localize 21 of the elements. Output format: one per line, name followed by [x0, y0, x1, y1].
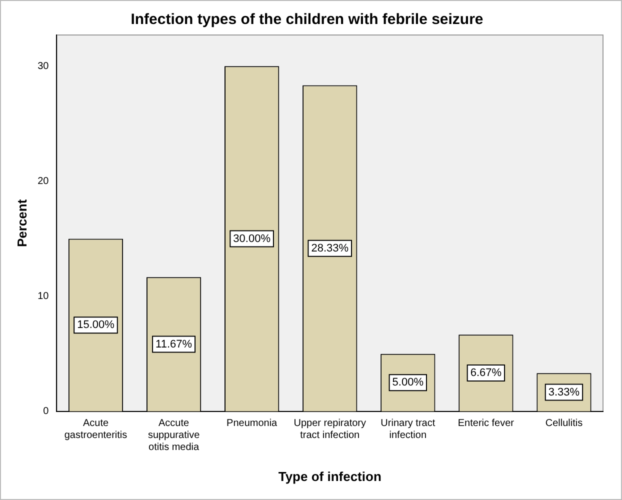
x-tick-label: Urinary tract infection	[380, 418, 436, 442]
data-label: 28.33%	[311, 242, 349, 254]
x-axis-title: Type of infection	[278, 468, 382, 484]
x-tick-label: Enteric fever	[458, 418, 515, 430]
data-label: 6.67%	[470, 367, 502, 380]
y-axis-title: Percent	[14, 198, 30, 248]
y-tick-label: 10	[38, 291, 50, 302]
y-tick-label: 0	[43, 406, 50, 418]
x-tick-label: Acute gastroenteritis	[64, 418, 128, 442]
data-label: 11.67%	[156, 338, 192, 350]
x-tick-label: Upper repiratory tract infection	[294, 418, 366, 442]
x-tick-label: Cellulitis	[545, 418, 583, 430]
data-label: 30.00%	[233, 232, 271, 245]
data-label: 15.00%	[77, 319, 115, 332]
chart-title: Infection types of the children with febrile seizure	[130, 11, 484, 28]
y-tick-label: 20	[38, 176, 50, 187]
x-tick-label: Pneumonia	[226, 418, 278, 430]
y-tick-label: 30	[38, 60, 50, 72]
data-label: 3.33%	[548, 386, 580, 398]
data-label: 5.00%	[392, 376, 424, 389]
x-tick-label: Accute suppurative otitis media	[148, 418, 200, 454]
